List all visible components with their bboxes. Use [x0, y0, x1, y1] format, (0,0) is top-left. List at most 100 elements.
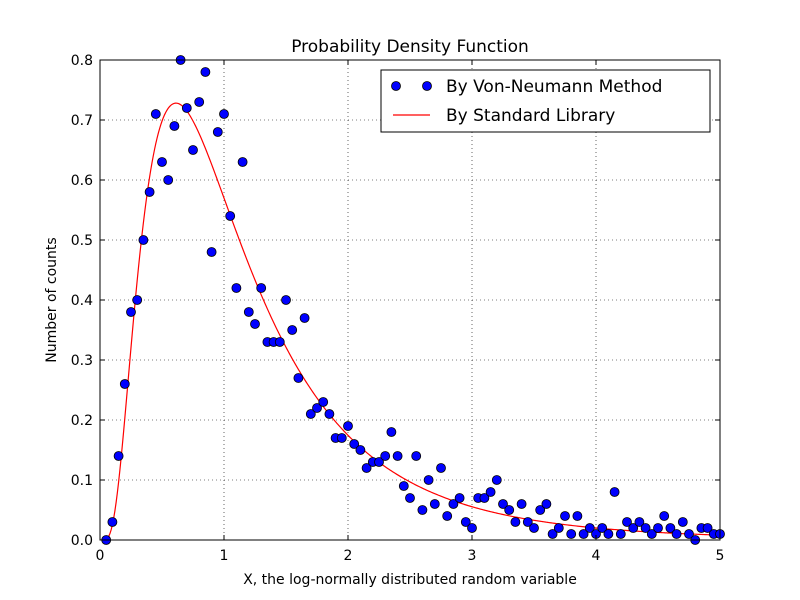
von-neumann-point — [380, 451, 391, 461]
y-tick-label: 0.0 — [71, 533, 93, 549]
von-neumann-point — [318, 397, 329, 407]
von-neumann-point — [243, 307, 254, 317]
von-neumann-point — [343, 421, 353, 431]
von-neumann-point — [150, 109, 161, 119]
von-neumann-point — [597, 523, 608, 533]
von-neumann-point — [113, 451, 124, 461]
von-neumann-point — [498, 499, 508, 509]
von-neumann-point — [535, 505, 546, 515]
von-neumann-point — [603, 529, 614, 539]
von-neumann-point — [547, 529, 558, 539]
von-neumann-point — [231, 283, 242, 293]
von-neumann-point — [553, 523, 564, 533]
von-neumann-point — [529, 523, 539, 533]
von-neumann-point — [702, 523, 713, 533]
von-neumann-point — [460, 517, 471, 527]
von-neumann-point — [423, 475, 434, 485]
von-neumann-point — [628, 523, 639, 533]
standard-library-curve — [100, 102, 720, 540]
von-neumann-point — [560, 511, 570, 521]
standard-library-series — [100, 102, 720, 540]
von-neumann-point — [684, 529, 694, 539]
x-tick-label: 4 — [592, 548, 601, 564]
von-neumann-point — [188, 145, 198, 155]
legend-marker-2 — [422, 81, 432, 91]
von-neumann-point — [504, 505, 515, 515]
von-neumann-point — [181, 103, 192, 113]
legend-box — [380, 69, 711, 133]
von-neumann-point — [671, 529, 682, 539]
von-neumann-point — [392, 451, 403, 461]
von-neumann-point — [312, 403, 322, 413]
x-tick-label: 1 — [220, 548, 229, 564]
y-axis-label: Number of counts — [44, 237, 60, 362]
von-neumann-point — [386, 427, 397, 437]
von-neumann-point — [429, 499, 440, 509]
von-neumann-point — [491, 475, 502, 485]
von-neumann-point — [566, 529, 577, 539]
von-neumann-point — [361, 463, 372, 473]
von-neumann-point — [324, 409, 335, 419]
von-neumann-point — [169, 121, 180, 131]
von-neumann-point — [293, 373, 304, 383]
von-neumann-point — [677, 517, 688, 527]
von-neumann-point — [640, 523, 651, 533]
von-neumann-point — [119, 379, 130, 389]
von-neumann-point — [287, 325, 298, 335]
y-tick-label: 0.2 — [71, 413, 93, 429]
y-tick-label: 0.5 — [71, 233, 93, 249]
legend-label-standard-library: By Standard Library — [446, 106, 615, 126]
von-neumann-point — [485, 487, 496, 497]
axis-ticks: 0 1 2 3 4 5 0.0 0.1 0.2 0.3 0.4 0.5 0.6 0.7 0.8 — [71, 53, 725, 564]
von-neumann-point — [405, 493, 415, 503]
von-neumann-point — [646, 529, 657, 539]
von-neumann-point — [212, 127, 223, 137]
von-neumann-point — [522, 517, 533, 527]
chart-title: Probability Density Function — [291, 37, 529, 57]
von-neumann-point — [163, 175, 174, 185]
von-neumann-point — [349, 439, 360, 449]
y-tick-label: 0.1 — [71, 473, 93, 489]
von-neumann-point — [510, 517, 521, 527]
von-neumann-point — [256, 283, 267, 293]
von-neumann-point — [305, 409, 316, 419]
von-neumann-point — [622, 517, 632, 527]
x-tick-label: 0 — [96, 548, 105, 564]
von-neumann-point — [250, 319, 260, 329]
y-tick-label: 0.7 — [71, 113, 93, 129]
von-neumann-point — [398, 481, 409, 491]
von-neumann-point — [442, 511, 453, 521]
von-neumann-point — [132, 295, 143, 305]
von-neumann-point — [374, 457, 384, 467]
von-neumann-point — [665, 523, 676, 533]
x-tick-label: 2 — [344, 548, 353, 564]
von-neumann-point — [584, 523, 595, 533]
von-neumann-point — [144, 187, 155, 197]
von-neumann-point — [436, 463, 446, 473]
von-neumann-point — [634, 517, 645, 527]
von-neumann-point — [467, 523, 477, 533]
von-neumann-point — [572, 511, 583, 521]
von-neumann-point — [516, 499, 527, 509]
von-neumann-point — [355, 445, 366, 455]
y-tick-label: 0.6 — [71, 173, 93, 189]
von-neumann-point — [281, 295, 291, 305]
von-neumann-point — [653, 523, 663, 533]
von-neumann-series — [101, 55, 725, 545]
y-tick-label: 0.4 — [71, 293, 93, 309]
von-neumann-point — [454, 493, 465, 503]
von-neumann-point — [219, 109, 229, 119]
von-neumann-point — [609, 487, 620, 497]
von-neumann-point — [107, 517, 118, 527]
legend-label-von-neumann: By Von-Neumann Method — [446, 77, 662, 97]
von-neumann-point — [200, 67, 211, 77]
von-neumann-point — [225, 211, 236, 221]
von-neumann-point — [237, 157, 248, 167]
von-neumann-point — [157, 157, 167, 167]
von-neumann-point — [448, 499, 459, 509]
von-neumann-point — [479, 493, 490, 503]
y-tick-label: 0.8 — [71, 53, 93, 69]
von-neumann-point — [206, 247, 217, 257]
von-neumann-point — [126, 307, 136, 317]
